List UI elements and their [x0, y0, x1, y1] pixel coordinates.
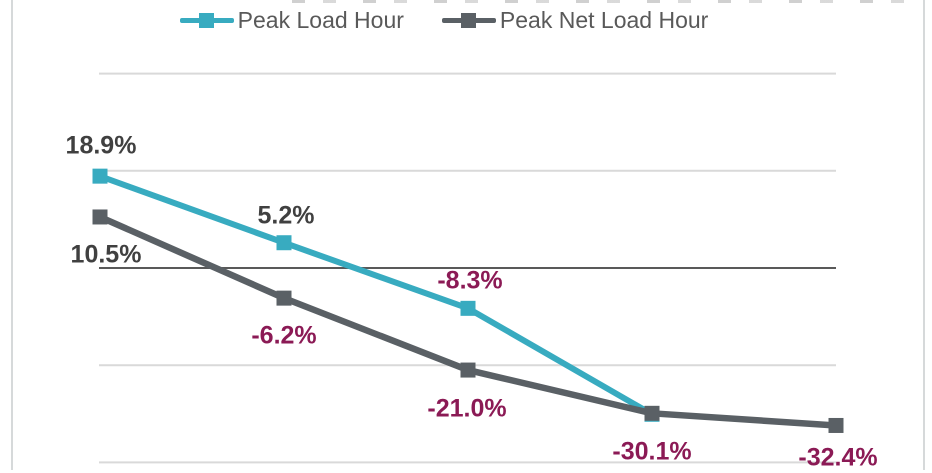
data-label: -32.4% — [798, 443, 878, 472]
data-point-marker — [276, 290, 292, 306]
data-label: -30.1% — [612, 437, 692, 466]
series-line-peak-load-hour — [97, 173, 655, 418]
data-label: -21.0% — [427, 394, 507, 423]
data-label: 5.2% — [257, 201, 315, 230]
data-label: -8.3% — [437, 266, 503, 295]
data-label: 18.9% — [65, 131, 137, 160]
data-point-marker — [828, 417, 844, 433]
data-point-marker — [644, 405, 660, 421]
data-point-marker — [92, 168, 108, 184]
chart-legend: Peak Load Hour Peak Net Load Hour — [0, 6, 910, 34]
legend-line-marker-icon — [441, 12, 496, 29]
legend-item-peak-net-load-hour: Peak Net Load Hour — [441, 6, 709, 34]
legend-line-marker-icon — [179, 12, 234, 29]
data-point-marker — [276, 235, 292, 251]
legend-label-peak-net-load-hour: Peak Net Load Hour — [499, 7, 709, 33]
panel-left-edge-line — [11, 0, 13, 470]
data-point-marker — [92, 209, 108, 225]
cut-off-title-fragments — [292, 0, 926, 3]
data-label: -6.2% — [251, 321, 317, 350]
legend-item-peak-load-hour: Peak Load Hour — [179, 6, 404, 34]
legend-label-peak-load-hour: Peak Load Hour — [237, 7, 404, 33]
panel-right-edge-line — [923, 0, 925, 470]
data-point-marker — [460, 300, 476, 316]
data-point-marker — [460, 362, 476, 378]
data-label: 10.5% — [70, 240, 142, 269]
